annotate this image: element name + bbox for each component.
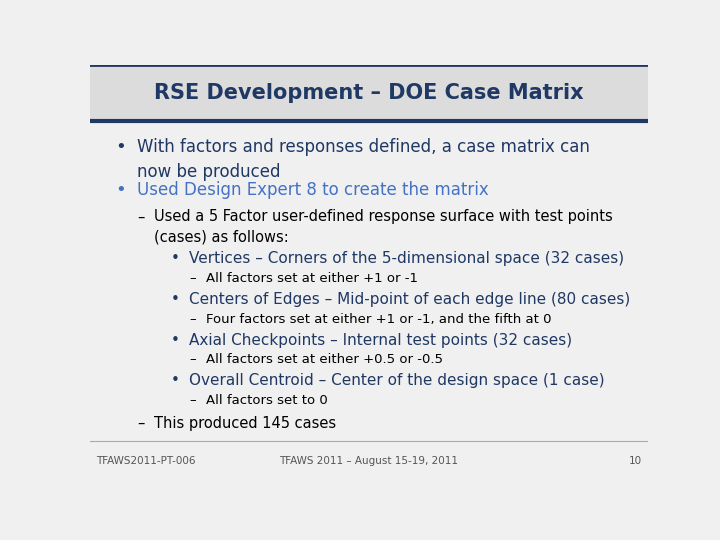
- Text: •: •: [171, 251, 180, 266]
- Text: •: •: [171, 373, 180, 388]
- Text: •: •: [171, 333, 180, 348]
- Text: –: –: [189, 394, 196, 407]
- Text: With factors and responses defined, a case matrix can
now be produced: With factors and responses defined, a ca…: [138, 138, 590, 180]
- Text: Used a 5 Factor user-defined response surface with test points: Used a 5 Factor user-defined response su…: [154, 210, 613, 225]
- Text: Overall Centroid – Center of the design space (1 case): Overall Centroid – Center of the design …: [189, 373, 605, 388]
- Text: Four factors set at either +1 or -1, and the fifth at 0: Four factors set at either +1 or -1, and…: [206, 313, 552, 326]
- Text: –: –: [189, 272, 196, 285]
- Text: Centers of Edges – Mid-point of each edge line (80 cases): Centers of Edges – Mid-point of each edg…: [189, 292, 631, 307]
- Text: –: –: [138, 416, 145, 431]
- Text: •: •: [171, 292, 180, 307]
- Text: 10: 10: [629, 456, 642, 465]
- Text: This produced 145 cases: This produced 145 cases: [154, 416, 336, 431]
- Text: –: –: [189, 353, 196, 366]
- Text: Used Design Expert 8 to create the matrix: Used Design Expert 8 to create the matri…: [138, 181, 489, 199]
- Text: All factors set at either +0.5 or -0.5: All factors set at either +0.5 or -0.5: [206, 353, 443, 366]
- Text: RSE Development – DOE Case Matrix: RSE Development – DOE Case Matrix: [154, 83, 584, 103]
- Text: •: •: [115, 181, 126, 199]
- Text: –: –: [189, 313, 196, 326]
- Text: (cases) as follows:: (cases) as follows:: [154, 230, 289, 245]
- Text: –: –: [138, 210, 145, 225]
- FancyBboxPatch shape: [90, 65, 648, 121]
- Text: TFAWS2011-PT-006: TFAWS2011-PT-006: [96, 456, 195, 465]
- Text: TFAWS 2011 – August 15-19, 2011: TFAWS 2011 – August 15-19, 2011: [279, 456, 459, 465]
- Text: Vertices – Corners of the 5-dimensional space (32 cases): Vertices – Corners of the 5-dimensional …: [189, 251, 624, 266]
- Text: •: •: [115, 138, 126, 156]
- Text: Axial Checkpoints – Internal test points (32 cases): Axial Checkpoints – Internal test points…: [189, 333, 572, 348]
- Text: All factors set at either +1 or -1: All factors set at either +1 or -1: [206, 272, 418, 285]
- Text: All factors set to 0: All factors set to 0: [206, 394, 328, 407]
